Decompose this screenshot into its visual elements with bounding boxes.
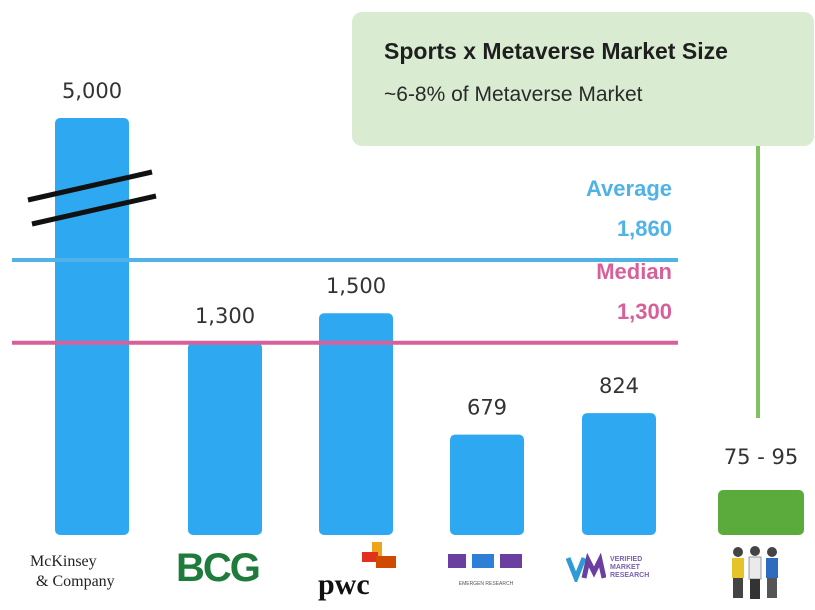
reference-name-median: Median	[596, 259, 672, 284]
reference-value-median: 1,300	[617, 299, 672, 324]
bar-3	[450, 434, 524, 535]
bar-5	[718, 490, 804, 535]
emergen-research-logo: EMERGEN RESEARCH	[446, 550, 526, 587]
bar-value-label-4: 824	[599, 374, 639, 398]
bar-value-label-5: 75 - 95	[724, 445, 798, 469]
people-group-icon	[728, 546, 782, 607]
bar-value-label-0: 5,000	[62, 79, 122, 103]
bar-value-label-1: 1,300	[195, 304, 255, 328]
pwc-logo-mark	[358, 542, 398, 577]
bar-0	[55, 118, 129, 535]
bcg-logo: BCG	[176, 546, 261, 590]
callout-title: Sports x Metaverse Market Size	[384, 38, 728, 64]
bar-2	[319, 313, 393, 535]
bar-4	[582, 413, 656, 535]
pwc-logo: pwc	[318, 568, 370, 601]
verified-market-research-logo: VERIFIED MARKET RESEARCH	[565, 552, 649, 587]
reference-name-average: Average	[586, 176, 672, 201]
axis-break-mark-2	[31, 193, 157, 227]
bar-1	[188, 342, 262, 535]
bar-value-label-2: 1,500	[326, 274, 386, 298]
bar-value-label-3: 679	[467, 396, 507, 420]
callout-box: Sports x Metaverse Market Size ~6-8% of …	[352, 12, 814, 146]
mckinsey-logo: McKinsey & Company	[30, 553, 115, 590]
callout-subtitle: ~6-8% of Metaverse Market	[384, 83, 643, 106]
reference-value-average: 1,860	[617, 216, 672, 241]
axis-break-mark-1	[27, 169, 153, 203]
